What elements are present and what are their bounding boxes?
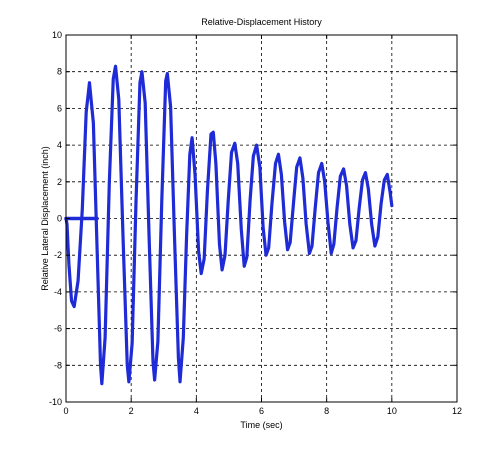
y-tick-label: -10 <box>49 397 62 407</box>
y-tick-label: -6 <box>54 324 62 334</box>
series-layer <box>64 64 394 386</box>
x-tick-label: 12 <box>452 406 462 416</box>
y-tick-label: -4 <box>54 287 62 297</box>
y-tick-label: 4 <box>57 140 62 150</box>
y-tick-label: 0 <box>57 214 62 224</box>
y-tick-label: 2 <box>57 177 62 187</box>
x-tick-label: 6 <box>259 406 264 416</box>
x-tick-label: 2 <box>129 406 134 416</box>
x-tick-label: 0 <box>63 406 68 416</box>
chart-title: Relative-Displacement History <box>201 17 322 27</box>
y-tick-label: -8 <box>54 360 62 370</box>
displacement-line <box>64 64 394 386</box>
tick-marks <box>65 34 458 403</box>
y-tick-label: -2 <box>54 250 62 260</box>
x-axis-label: Time (sec) <box>240 420 282 430</box>
y-axis-label: Relative Lateral Displacement (inch) <box>40 146 50 291</box>
y-tick-label: 10 <box>52 30 62 40</box>
x-tick-label: 10 <box>387 406 397 416</box>
x-tick-label: 8 <box>324 406 329 416</box>
tick-labels: 0 2 4 6 8 10 12 -10 -8 -6 -4 -2 0 2 4 6 8 10 <box>49 30 462 416</box>
x-tick-label: 4 <box>194 406 199 416</box>
grid-lines <box>66 35 457 402</box>
y-tick-label: 6 <box>57 103 62 113</box>
y-tick-label: 8 <box>57 67 62 77</box>
